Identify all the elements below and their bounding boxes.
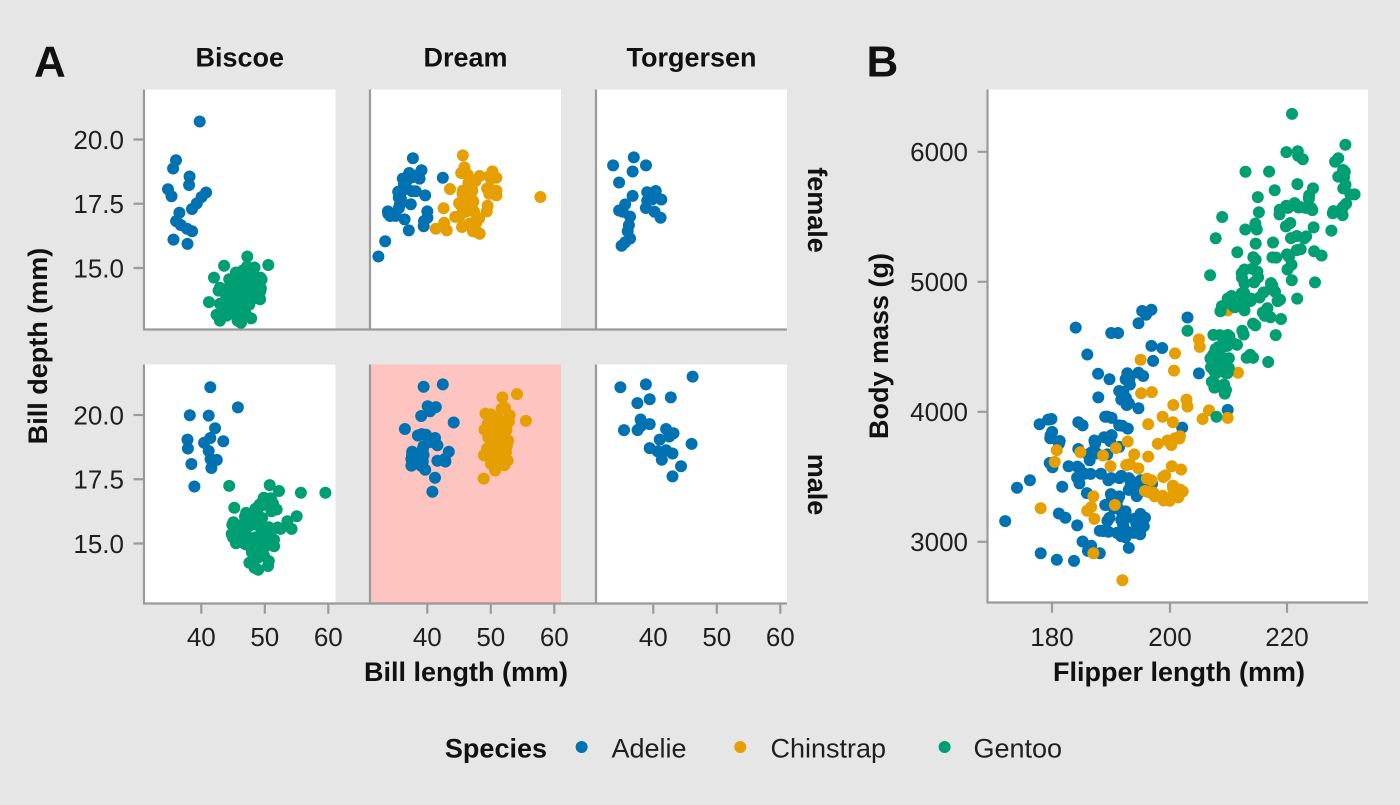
svg-text:60: 60	[540, 622, 569, 652]
svg-text:Dream: Dream	[423, 43, 507, 73]
svg-text:Adelie: Adelie	[612, 734, 687, 764]
svg-text:180: 180	[1030, 622, 1073, 652]
svg-text:50: 50	[250, 622, 279, 652]
svg-text:Bill depth (mm): Bill depth (mm)	[23, 248, 53, 445]
svg-text:50: 50	[702, 622, 731, 652]
svg-text:Chinstrap: Chinstrap	[771, 734, 887, 764]
svg-text:200: 200	[1148, 622, 1191, 652]
svg-text:50: 50	[476, 622, 505, 652]
svg-text:Torgersen: Torgersen	[626, 43, 756, 73]
svg-text:15.0: 15.0	[73, 253, 124, 283]
svg-text:20.0: 20.0	[73, 400, 124, 430]
svg-text:Gentoo: Gentoo	[974, 734, 1063, 764]
svg-text:5000: 5000	[910, 267, 968, 297]
svg-text:female: female	[802, 167, 832, 253]
svg-text:15.0: 15.0	[73, 529, 124, 559]
svg-text:Biscoe: Biscoe	[196, 43, 285, 73]
svg-text:3000: 3000	[910, 527, 968, 557]
svg-text:6000: 6000	[910, 137, 968, 167]
svg-text:17.5: 17.5	[73, 189, 124, 219]
svg-text:40: 40	[413, 622, 442, 652]
svg-text:A: A	[34, 38, 66, 87]
svg-text:B: B	[867, 38, 899, 87]
svg-text:Species: Species	[445, 734, 547, 764]
svg-text:Body mass (g): Body mass (g)	[864, 253, 894, 439]
svg-text:17.5: 17.5	[73, 465, 124, 495]
svg-text:Flipper length (mm): Flipper length (mm)	[1053, 657, 1305, 687]
svg-text:Bill length (mm): Bill length (mm)	[364, 657, 568, 687]
svg-text:60: 60	[766, 622, 795, 652]
svg-text:40: 40	[187, 622, 216, 652]
svg-text:20.0: 20.0	[73, 125, 124, 155]
svg-text:male: male	[802, 454, 832, 516]
svg-text:220: 220	[1265, 622, 1308, 652]
svg-text:4000: 4000	[910, 397, 968, 427]
svg-text:40: 40	[639, 622, 668, 652]
svg-text:60: 60	[314, 622, 343, 652]
